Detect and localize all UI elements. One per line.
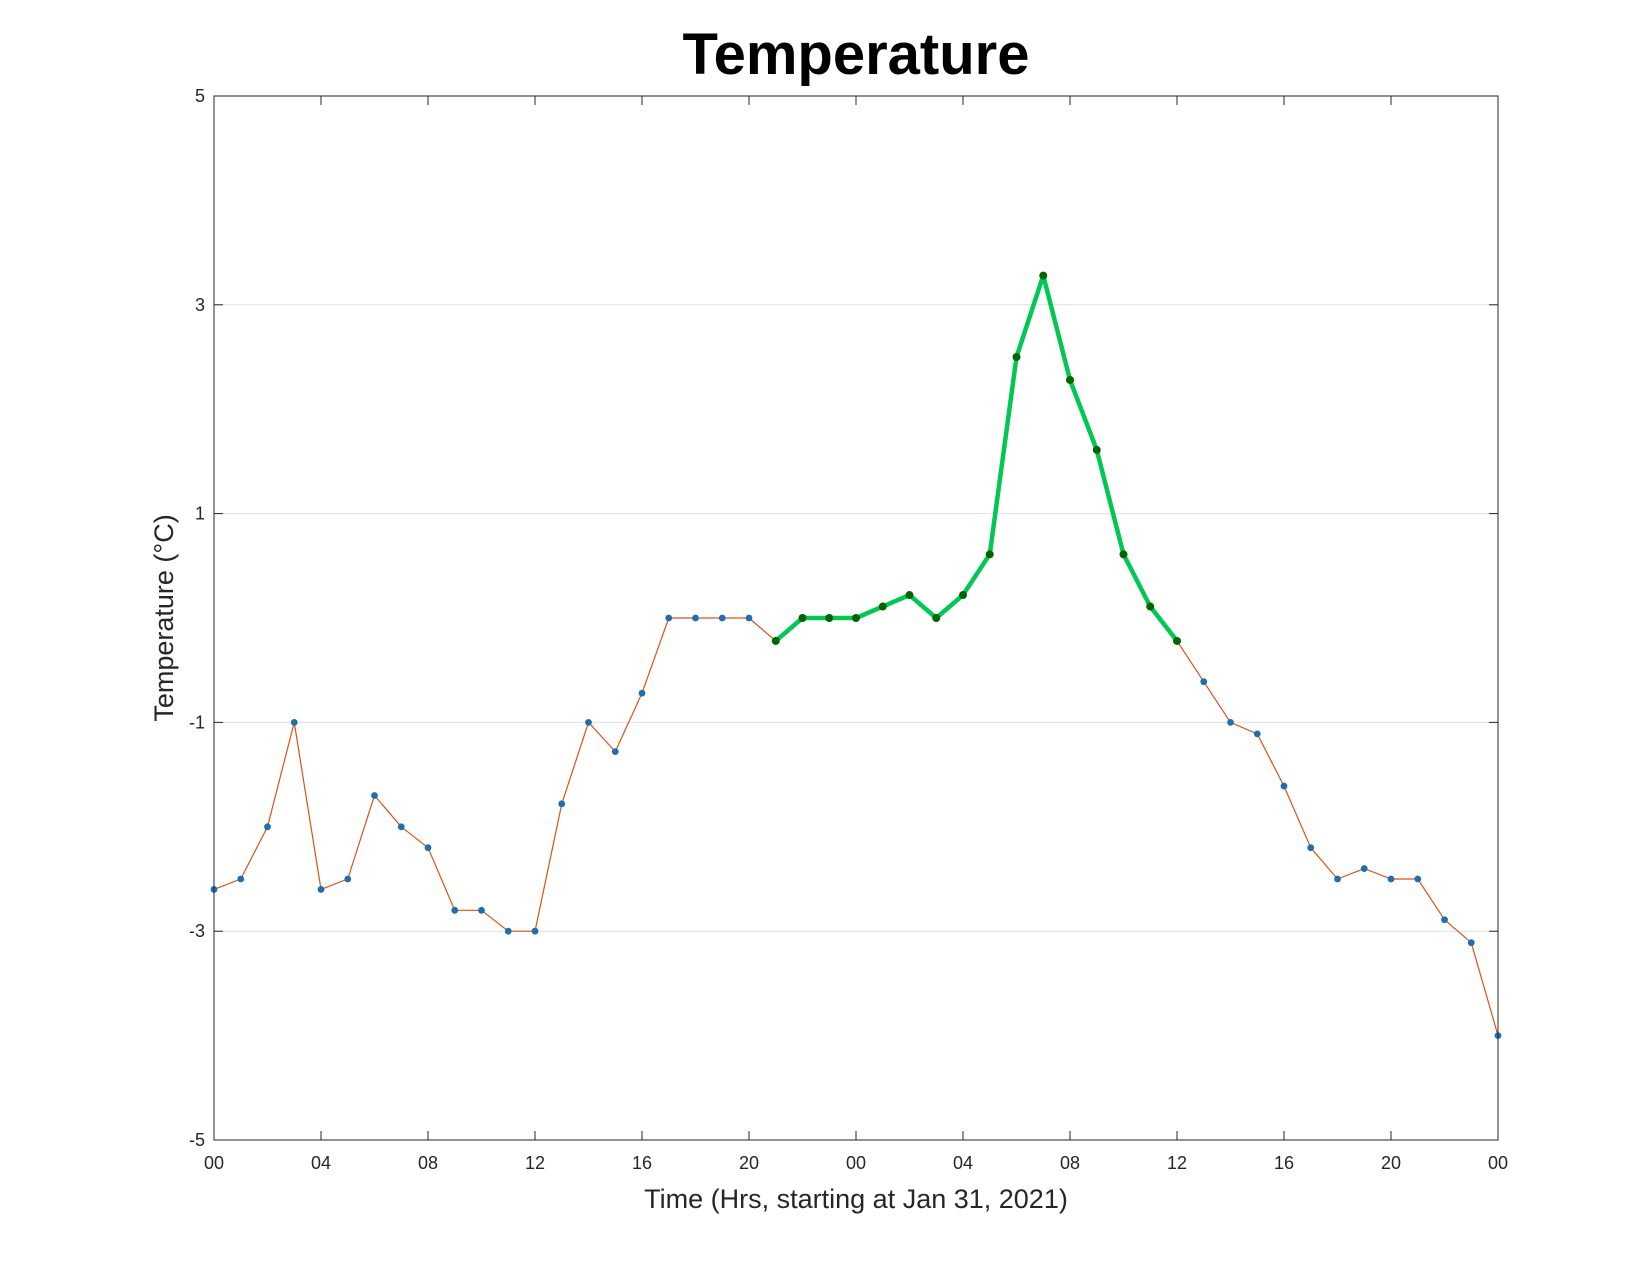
temperature-point: [344, 875, 352, 883]
temperature-point: [718, 614, 726, 622]
temperature-point: [1387, 875, 1395, 883]
temperature-point: [264, 823, 271, 831]
highlight-point: [1146, 602, 1155, 611]
highlight-point: [1119, 550, 1128, 559]
y-tick-label: -1: [189, 712, 205, 732]
temperature-point: [1441, 916, 1448, 924]
temperature-point: [745, 614, 753, 622]
highlight-point: [932, 614, 941, 622]
temperature-point: [478, 906, 485, 914]
temperature-point: [1414, 875, 1422, 883]
highlight-point: [878, 602, 887, 611]
chart-title: Temperature: [682, 22, 1029, 87]
temperature-point: [1467, 939, 1475, 947]
highlight-point: [1039, 271, 1048, 280]
x-tick-label: 20: [739, 1153, 759, 1173]
temperature-point: [692, 614, 699, 622]
temperature-point: [504, 927, 512, 935]
axes: [213, 95, 1499, 1141]
highlight-point: [1173, 636, 1181, 645]
highlight-line: [773, 273, 1180, 644]
grid-lines: [214, 304, 1498, 932]
highlight-point: [825, 614, 834, 622]
temperature-point: [531, 927, 539, 935]
temperature-point: [424, 844, 432, 852]
series-highlight: [771, 271, 1181, 645]
x-tick-label: 04: [311, 1153, 331, 1173]
temperature-point: [1360, 865, 1368, 872]
temperature-point: [638, 689, 646, 697]
temperature-point: [1227, 719, 1234, 726]
highlight-point: [1066, 375, 1074, 384]
x-tick-label: 12: [1167, 1153, 1187, 1173]
temperature-point: [317, 886, 325, 893]
y-tick-label: -3: [189, 921, 205, 941]
tick-labels: -5 -3 -1 1 3 5 00 04 08 12 16 20 00 04 08 12 16 20 00: [189, 86, 1508, 1173]
highlight-point: [1012, 353, 1021, 361]
temperature-point: [1253, 730, 1261, 738]
temperature-point: [1334, 875, 1341, 883]
temperature-point: [1307, 844, 1315, 852]
x-tick-label: 08: [418, 1153, 438, 1173]
highlight-point: [852, 614, 860, 622]
x-tick-label: 04: [953, 1153, 973, 1173]
highlight-point: [985, 550, 994, 559]
temperature-point: [237, 875, 245, 883]
x-tick-label: 00: [1488, 1153, 1508, 1173]
temperature-point: [611, 748, 619, 756]
highlight-point: [798, 614, 807, 622]
highlight-point: [1092, 445, 1101, 454]
x-axis-label: Time (Hrs, starting at Jan 31, 2021): [644, 1184, 1068, 1214]
x-tick-label: 16: [632, 1153, 652, 1173]
temperature-point: [451, 906, 459, 914]
x-tick-label: 12: [525, 1153, 545, 1173]
x-tick-label: 00: [204, 1153, 224, 1173]
x-tick-label: 20: [1381, 1153, 1401, 1173]
x-tick-label: 00: [846, 1153, 866, 1173]
temperature-point: [665, 614, 673, 622]
temperature-point: [585, 719, 592, 726]
temperature-point: [290, 719, 298, 726]
temperature-point: [1280, 782, 1288, 790]
y-tick-label: 1: [195, 504, 205, 524]
y-axis-label: Temperature (°C): [149, 514, 179, 721]
x-tick-label: 16: [1274, 1153, 1294, 1173]
y-tick-label: -5: [189, 1130, 205, 1150]
highlight-point: [959, 591, 967, 600]
y-tick-label: 3: [195, 295, 205, 315]
temperature-point: [397, 823, 405, 831]
temperature-point: [558, 800, 566, 808]
x-tick-label: 08: [1060, 1153, 1080, 1173]
highlight-point: [905, 591, 914, 600]
temperature-point: [1200, 678, 1208, 686]
highlight-point: [771, 636, 780, 645]
temperature-point: [371, 792, 378, 799]
y-tick-label: 5: [195, 86, 205, 106]
